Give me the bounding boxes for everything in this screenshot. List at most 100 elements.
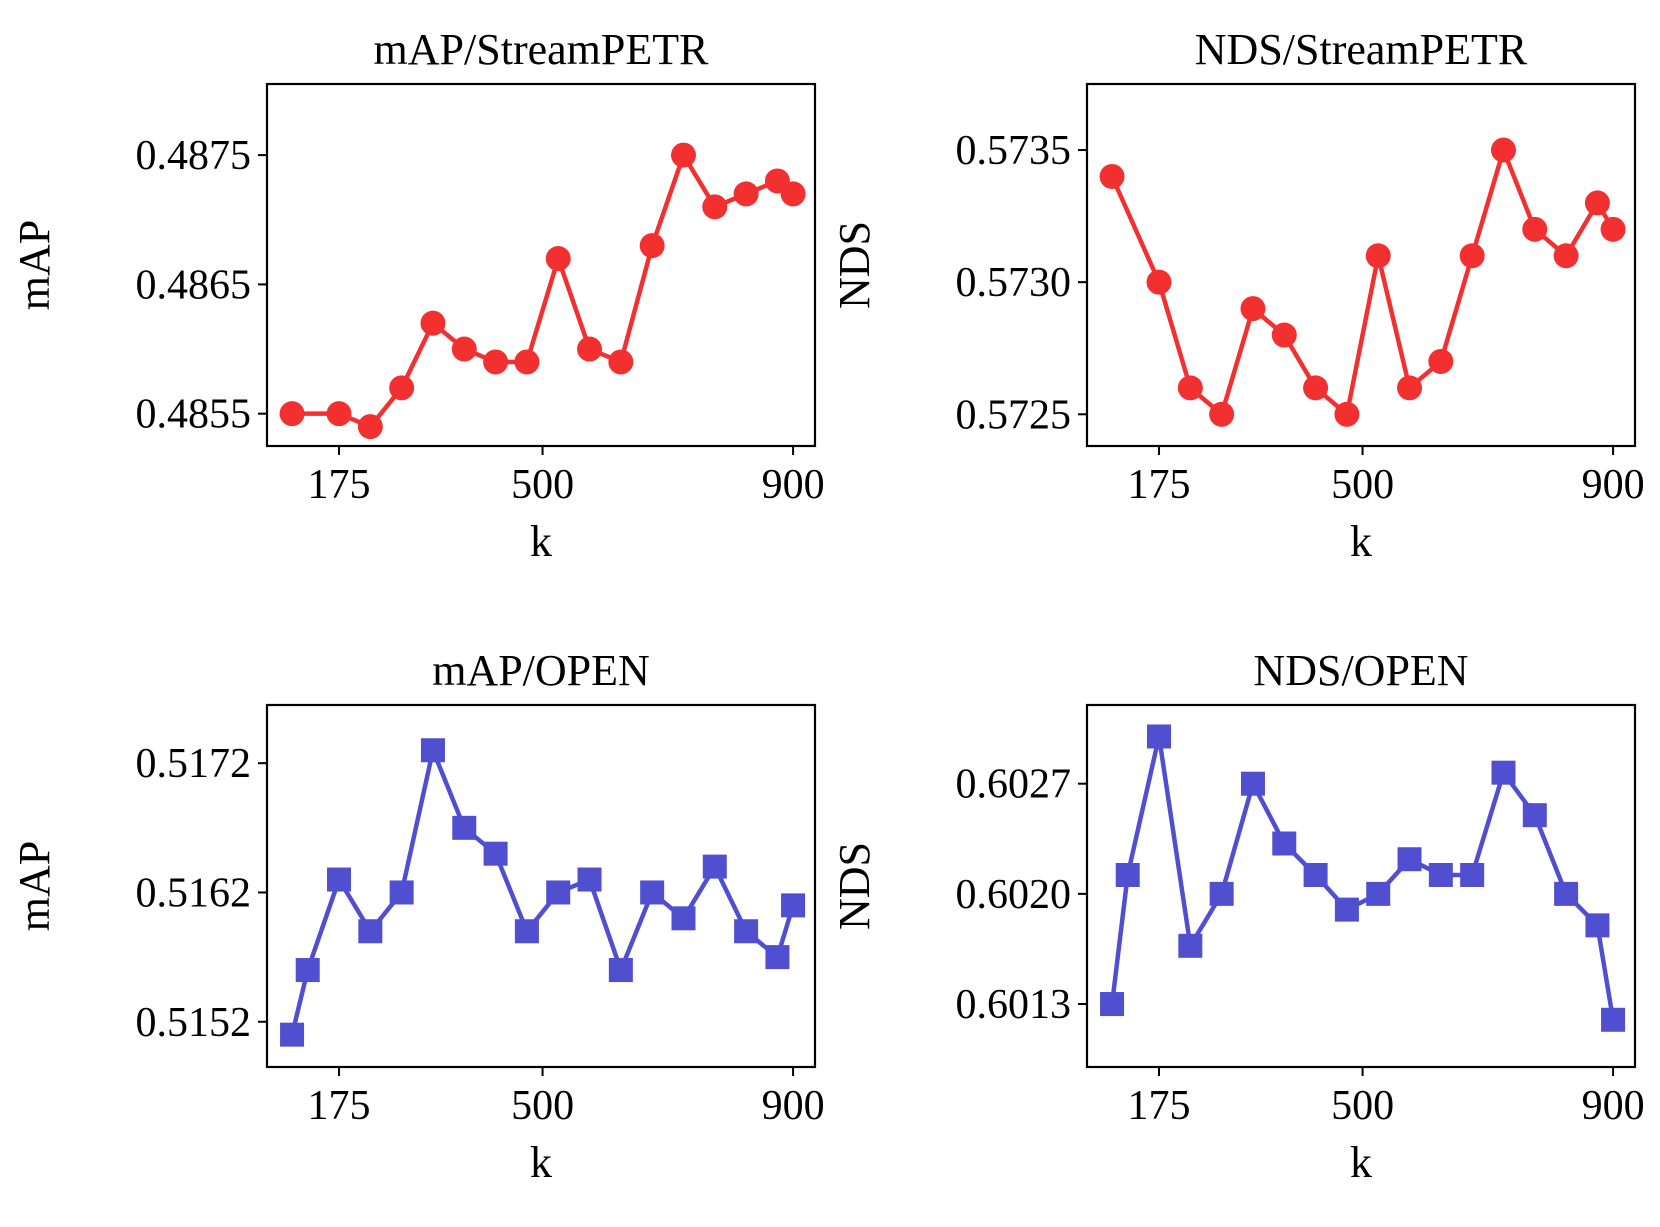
y-tick-label: 0.4855 [136,392,252,438]
x-tick-label: 175 [308,462,371,508]
y-tick-label: 0.4865 [136,262,252,308]
data-point [357,414,383,440]
data-point [1146,269,1172,295]
data-point [1428,348,1454,374]
data-point [1601,1007,1626,1032]
x-tick-label: 500 [1331,1083,1394,1129]
data-point [546,880,571,905]
x-axis-label: k [1350,1138,1372,1187]
y-tick-label: 0.5725 [956,392,1072,438]
data-point [1099,163,1125,189]
data-point [1600,216,1626,242]
plot-frame [1085,82,1637,448]
chart-panel-2: NDS/StreamPETR 175 500 900 0.5725 0.5730 0.573… [830,25,1645,566]
chart-title: NDS/StreamPETR [1195,25,1528,74]
data-point [781,893,806,918]
y-tick-label: 0.5162 [136,870,252,916]
data-point [1178,933,1203,958]
data-point [1490,137,1516,163]
chart-panel-4: NDS/OPEN 175 500 900 0.6013 0.6020 0.6027 k NDS [830,646,1645,1187]
data-point [702,194,728,220]
y-tick-label: 0.5735 [956,128,1072,174]
data-point [1553,243,1579,269]
data-point [1272,831,1297,856]
data-point [670,142,696,168]
data-point [1209,881,1234,906]
data-point [358,919,383,944]
series-line [289,748,796,1036]
plot-frame [1085,703,1637,1069]
y-axis-label: NDS [830,221,879,309]
y-tick-label: 0.5172 [136,741,252,787]
data-point [1303,862,1328,887]
x-tick-label: 175 [308,1083,371,1129]
data-point [1366,881,1391,906]
x-tick-label: 900 [1582,1083,1645,1129]
data-point [389,375,415,401]
chart-title: NDS/OPEN [1253,646,1468,695]
data-point [1100,992,1125,1017]
x-tick-label: 500 [511,1083,574,1129]
data-point [1397,847,1422,872]
chart-title: mAP/OPEN [432,646,650,695]
chart-panel-1: mAP/StreamPETR 175 500 900 0.4855 0.4865 0.487… [10,25,825,566]
data-point [1554,881,1579,906]
x-tick-label: 500 [1331,462,1394,508]
data-point [608,958,633,983]
y-axis-label: mAP [10,841,59,931]
data-point [639,233,665,259]
data-point [545,246,571,272]
y-tick-label: 0.4875 [136,133,252,179]
data-point [451,336,477,362]
data-point [577,336,603,362]
data-point [514,349,540,375]
data-point [733,181,759,207]
x-tick-label: 900 [762,462,825,508]
data-point [420,310,446,336]
series-line [1109,147,1616,417]
y-tick-label: 0.5152 [136,1000,252,1046]
data-point [279,401,305,427]
data-point [1209,401,1235,427]
y-tick-label: 0.6020 [956,872,1072,918]
data-point [514,919,539,944]
y-axis-label: NDS [830,842,879,930]
x-tick-label: 175 [1128,1083,1191,1129]
data-point [1303,375,1329,401]
data-point [1334,897,1359,922]
x-tick-label: 900 [1582,462,1645,508]
x-axis-label: k [530,1138,552,1187]
data-point [1584,190,1610,216]
data-point [1177,375,1203,401]
data-point [1115,862,1140,887]
x-tick-label: 500 [511,462,574,508]
data-point [1460,862,1485,887]
data-point [1428,862,1453,887]
data-point [420,738,445,763]
data-point [1147,724,1172,749]
y-axis-label: mAP [10,220,59,310]
data-point [608,349,634,375]
data-point [1522,803,1547,828]
chart-panel-3: mAP/OPEN 175 500 900 0.5152 0.5162 0.5172 k mAP [10,646,825,1187]
plot-frame [265,82,817,448]
series-line [1109,734,1616,1021]
data-point [452,815,477,840]
data-point [702,854,727,879]
plot-frame [265,703,817,1069]
data-point [483,841,508,866]
y-tick-label: 0.6027 [956,762,1072,808]
data-point [1240,771,1265,796]
x-axis-label: k [1350,517,1372,566]
y-tick-label: 0.6013 [956,982,1072,1028]
y-tick-label: 0.5730 [956,260,1072,306]
data-point [295,958,320,983]
x-tick-label: 175 [1128,462,1191,508]
data-point [1365,243,1391,269]
data-point [1522,216,1548,242]
data-point [1459,243,1485,269]
data-point [577,867,602,892]
data-point [1334,401,1360,427]
data-point [483,349,509,375]
